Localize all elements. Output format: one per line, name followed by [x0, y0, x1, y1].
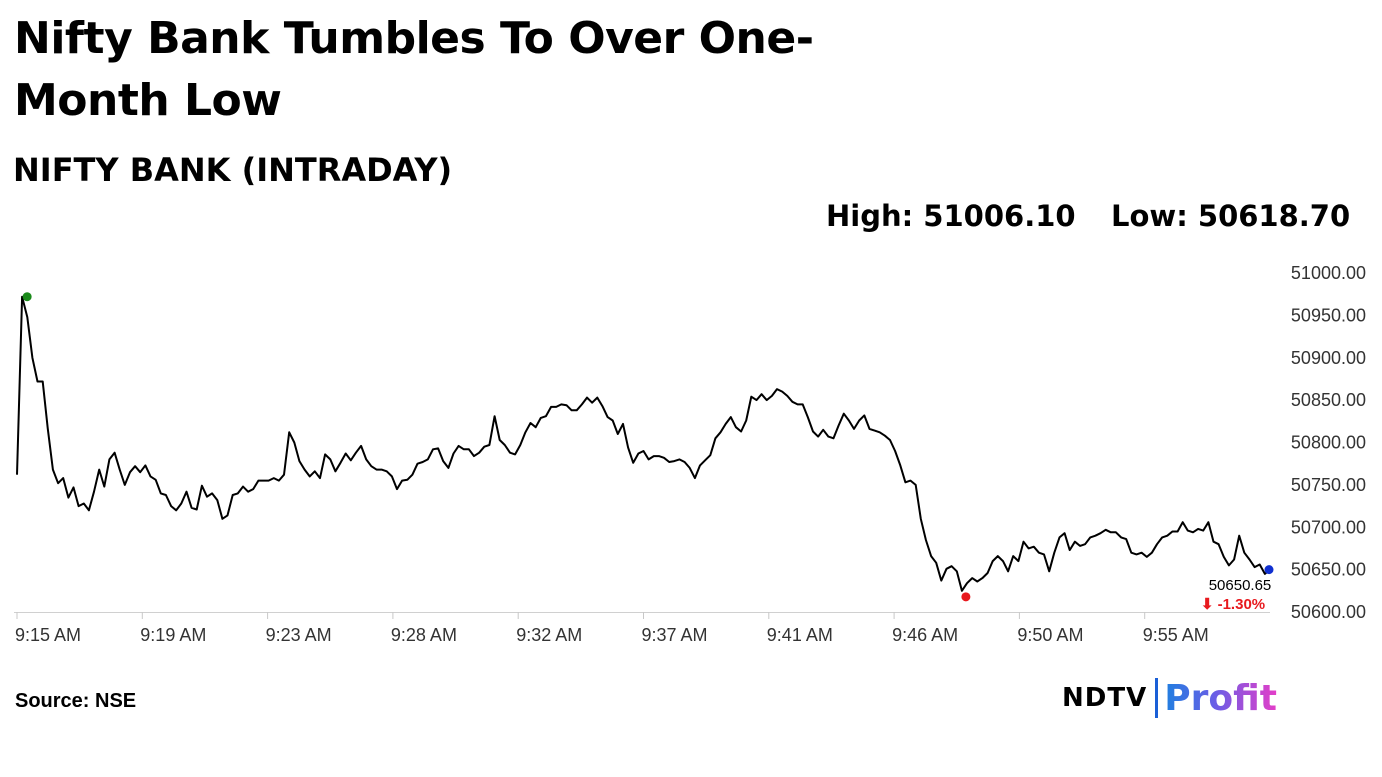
- x-tick-label: 9:37 AM: [642, 625, 708, 645]
- last-value-label: 50650.65: [1209, 577, 1272, 594]
- y-tick-label: 50750.00: [1291, 475, 1366, 495]
- x-tick-label: 9:46 AM: [892, 625, 958, 645]
- ndtv-profit-logo: NDTV Profit: [1062, 676, 1277, 720]
- x-tick-label: 9:28 AM: [391, 625, 457, 645]
- headline: Nifty Bank Tumbles To Over One-Month Low: [14, 13, 814, 126]
- x-tick-label: 9:55 AM: [1143, 625, 1209, 645]
- x-tick-label: 9:41 AM: [767, 625, 833, 645]
- chart-subtitle: NIFTY BANK (INTRADAY): [13, 151, 453, 189]
- y-tick-label: 50700.00: [1291, 517, 1366, 537]
- day-high-stat: High: 51006.10: [826, 199, 1076, 233]
- y-tick-label: 50950.00: [1291, 305, 1366, 325]
- x-tick-label: 9:15 AM: [15, 625, 81, 645]
- y-axis: 51000.00 50950.00 50900.00 50850.00 50800.00…: [1291, 263, 1366, 622]
- change-label: ⬇ -1.30%: [1201, 596, 1265, 613]
- high-point-marker: [22, 292, 32, 302]
- y-tick-label: 50900.00: [1291, 348, 1366, 368]
- last-point-marker: [1264, 565, 1274, 575]
- x-axis: 9:15 AM 9:19 AM 9:23 AM 9:28 AM 9:32 AM 9:37 …: [15, 612, 1209, 645]
- y-tick-label: 50800.00: [1291, 433, 1366, 453]
- source-note: Source: NSE: [15, 690, 137, 712]
- x-tick-label: 9:19 AM: [140, 625, 206, 645]
- y-tick-label: 50850.00: [1291, 390, 1366, 410]
- logo-divider: [1155, 678, 1159, 718]
- intraday-line-chart: 51000.00 50950.00 50900.00 50850.00 50800.00…: [14, 263, 1366, 645]
- logo-ndtv-text: NDTV: [1062, 683, 1148, 713]
- day-low-stat: Low: 50618.70: [1111, 199, 1351, 233]
- y-tick-label: 51000.00: [1291, 263, 1366, 283]
- y-tick-label: 50650.00: [1291, 560, 1366, 580]
- y-tick-label: 50600.00: [1291, 602, 1366, 622]
- logo-profit-text: Profit: [1164, 677, 1277, 719]
- x-tick-label: 9:32 AM: [516, 625, 582, 645]
- x-tick-label: 9:23 AM: [266, 625, 332, 645]
- low-point-marker: [961, 592, 971, 602]
- series-line: [16, 295, 1271, 592]
- x-tick-label: 9:50 AM: [1017, 625, 1083, 645]
